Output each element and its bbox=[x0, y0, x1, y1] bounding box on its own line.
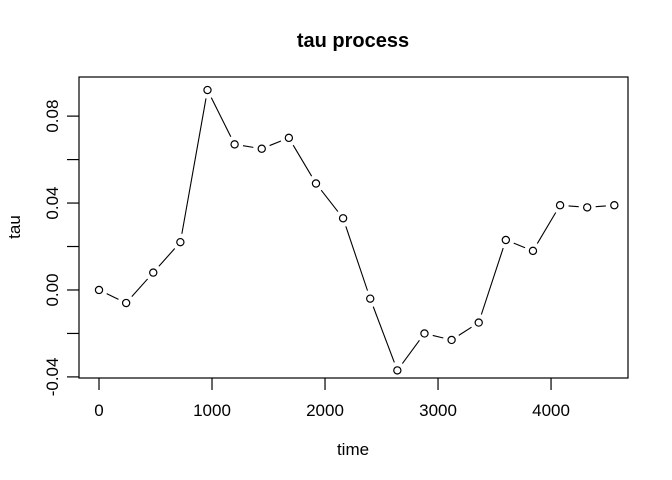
x-axis-tick-label: 0 bbox=[94, 401, 103, 420]
plot-box bbox=[78, 76, 629, 379]
data-point-marker bbox=[610, 201, 619, 210]
data-point-marker bbox=[203, 85, 212, 95]
series-line-segment bbox=[480, 247, 504, 315]
series-line-segment bbox=[432, 334, 444, 339]
data-series bbox=[94, 85, 619, 375]
data-point-marker bbox=[555, 201, 565, 210]
data-point-marker bbox=[257, 144, 266, 153]
data-point-marker bbox=[149, 268, 158, 277]
data-point-marker bbox=[338, 214, 348, 223]
data-point-marker bbox=[501, 235, 511, 245]
axis-ticks bbox=[67, 115, 552, 390]
x-axis-label: time bbox=[337, 440, 369, 459]
series-line-segment bbox=[181, 98, 207, 234]
data-point-marker bbox=[121, 298, 131, 308]
data-point-marker bbox=[420, 329, 429, 338]
series-line-segment bbox=[513, 242, 526, 249]
series-line-segment bbox=[158, 248, 176, 267]
data-point-marker bbox=[311, 179, 321, 188]
y-axis-tick-label: 0.00 bbox=[43, 273, 62, 306]
series-line-segment bbox=[372, 306, 395, 363]
data-point-marker bbox=[94, 285, 104, 295]
x-axis-tick-label: 2000 bbox=[306, 401, 344, 420]
data-point-marker bbox=[447, 335, 456, 345]
series-line-segment bbox=[131, 278, 149, 298]
series-line-segment bbox=[269, 140, 282, 147]
x-axis-tick-label: 1000 bbox=[193, 401, 231, 420]
series-line-segment bbox=[458, 326, 472, 336]
x-axis-tick-label: 3000 bbox=[419, 401, 457, 420]
data-point-marker bbox=[393, 366, 402, 375]
series-line-segment bbox=[242, 145, 254, 148]
data-point-marker bbox=[583, 203, 592, 212]
series-line-segment bbox=[320, 189, 339, 212]
y-axis-tick-label: -0.04 bbox=[43, 358, 62, 397]
data-point-marker bbox=[528, 246, 538, 256]
data-point-marker bbox=[474, 318, 483, 327]
series-line-segment bbox=[210, 97, 232, 138]
chart-title: tau process bbox=[297, 30, 409, 52]
series-line-segment bbox=[292, 144, 313, 177]
series-line-segment bbox=[568, 205, 579, 208]
series-line-segment bbox=[536, 212, 557, 244]
series-line-segment bbox=[595, 205, 606, 208]
series-line-segment bbox=[401, 339, 420, 364]
y-axis-tick-label: 0.08 bbox=[43, 100, 62, 133]
x-axis-tick-label: 4000 bbox=[532, 401, 570, 420]
data-point-marker bbox=[284, 133, 294, 143]
data-point-marker bbox=[176, 237, 185, 247]
y-axis-label: tau bbox=[5, 215, 24, 239]
y-axis-tick-label: 0.04 bbox=[43, 187, 62, 220]
data-point-marker bbox=[366, 294, 375, 303]
data-point-marker bbox=[230, 140, 239, 149]
series-line-segment bbox=[345, 226, 369, 291]
axis-tick-labels: 0 1000 2000 3000 4000 -0.04 0.00 0.04 0.08 bbox=[43, 100, 570, 420]
series-line-segment bbox=[106, 293, 119, 300]
